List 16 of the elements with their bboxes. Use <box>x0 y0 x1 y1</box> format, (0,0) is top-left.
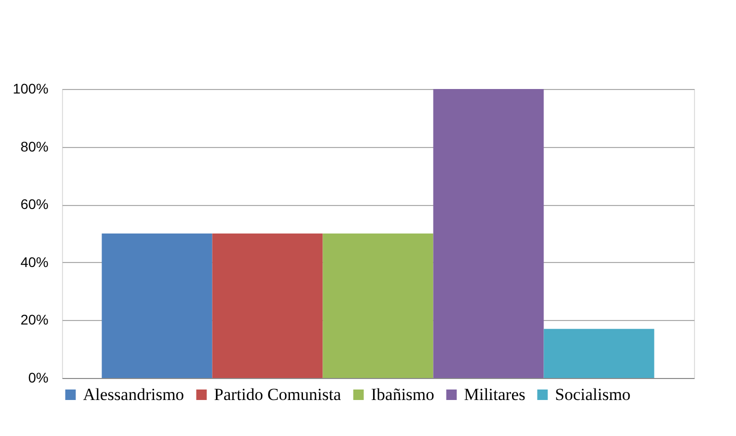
y-tick-label: 20% <box>20 312 48 328</box>
y-tick-label: 0% <box>28 370 48 386</box>
y-tick-label: 80% <box>20 138 48 154</box>
legend-label: Ibañismo <box>371 384 434 404</box>
legend-label: Alessandrismo <box>83 384 184 404</box>
bar <box>102 234 212 378</box>
y-tick-label: 40% <box>20 254 48 270</box>
bar <box>212 234 323 378</box>
bar <box>544 328 654 378</box>
legend-label: Socialismo <box>555 384 631 404</box>
legend-label: Partido Comunista <box>214 384 342 404</box>
bar <box>322 234 434 378</box>
y-tick-label: 100% <box>12 80 48 96</box>
bar <box>433 89 544 378</box>
y-tick-label: 60% <box>20 196 48 212</box>
legend-label: Militares <box>464 384 526 404</box>
